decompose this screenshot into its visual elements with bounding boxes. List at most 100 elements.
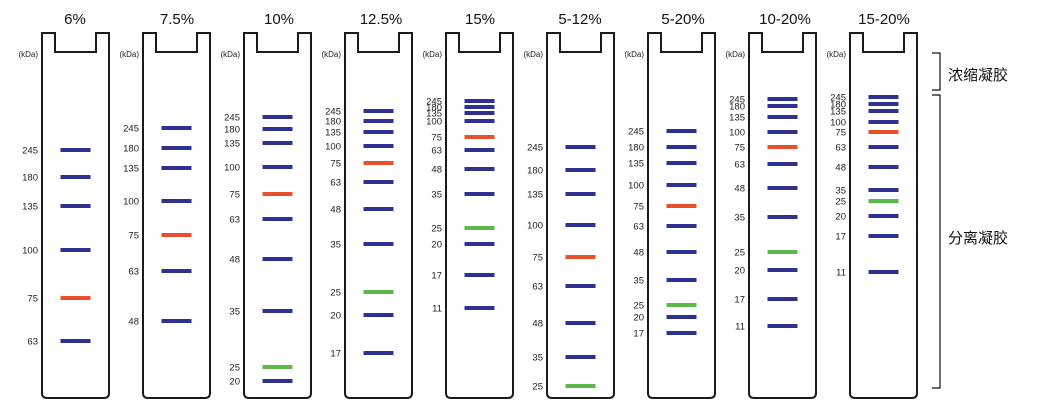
marker-band	[868, 120, 899, 124]
marker-band	[363, 130, 394, 134]
marker-band	[666, 303, 697, 307]
marker-band	[767, 145, 798, 149]
kda-unit-label: (kDa)	[321, 50, 341, 59]
band-size-label: 100	[123, 197, 139, 208]
marker-band	[868, 234, 899, 238]
band-size-label: 100	[628, 181, 644, 192]
lane-title: 7.5%	[160, 11, 194, 28]
band-size-label: 63	[532, 282, 543, 293]
marker-band	[666, 250, 697, 254]
lane-outline	[849, 32, 918, 399]
band-size-label: 48	[633, 248, 644, 259]
band-size-label: 180	[22, 173, 38, 184]
band-size-label: 48	[532, 319, 543, 330]
stacking-gel-label: 浓缩凝胶	[948, 66, 1009, 84]
marker-band	[161, 166, 192, 170]
marker-band	[60, 248, 91, 252]
marker-band	[868, 214, 899, 218]
marker-band	[262, 192, 293, 196]
band-size-label: 11	[432, 304, 442, 315]
band-size-label: 63	[27, 337, 38, 348]
marker-band	[565, 168, 596, 172]
marker-band	[363, 313, 394, 317]
marker-band	[464, 135, 495, 139]
marker-band	[767, 297, 798, 301]
band-size-label: 35	[734, 213, 745, 224]
marker-band	[161, 199, 192, 203]
band-size-label: 245	[527, 143, 543, 154]
band-size-label: 20	[431, 240, 442, 251]
band-size-label: 180	[628, 143, 644, 154]
band-size-label: 17	[330, 349, 341, 360]
lane-outline	[445, 32, 514, 399]
marker-band	[666, 183, 697, 187]
marker-band	[767, 186, 798, 190]
lane-title: 15-20%	[858, 11, 910, 28]
marker-band	[666, 331, 697, 335]
kda-unit-label: (kDa)	[422, 50, 442, 59]
kda-unit-label: (kDa)	[18, 50, 38, 59]
band-size-label: 135	[22, 202, 38, 213]
marker-band	[666, 204, 697, 208]
band-size-label: 75	[633, 202, 644, 213]
lane-outline	[142, 32, 211, 399]
marker-band	[565, 384, 596, 388]
marker-band	[565, 255, 596, 259]
marker-band	[464, 242, 495, 246]
marker-band	[262, 165, 293, 169]
band-size-label: 135	[527, 190, 543, 201]
band-size-label: 135	[123, 164, 139, 175]
marker-band	[161, 126, 192, 130]
marker-band	[262, 379, 293, 383]
marker-band	[363, 290, 394, 294]
band-size-label: 75	[835, 128, 846, 139]
band-size-label: 20	[734, 266, 745, 277]
marker-band	[262, 257, 293, 261]
marker-band	[363, 109, 394, 113]
marker-band	[363, 119, 394, 123]
marker-band	[363, 351, 394, 355]
marker-band	[262, 115, 293, 119]
marker-band	[464, 111, 495, 115]
band-size-label: 20	[633, 313, 644, 324]
band-size-label: 35	[835, 186, 846, 197]
kda-unit-label: (kDa)	[725, 50, 745, 59]
lane-title: 5-20%	[661, 11, 704, 28]
band-size-label: 100	[426, 117, 442, 128]
marker-band	[464, 105, 495, 109]
lane-outline	[748, 32, 817, 399]
marker-band	[767, 250, 798, 254]
kda-unit-label: (kDa)	[220, 50, 240, 59]
marker-band	[565, 284, 596, 288]
lane-title: 10-20%	[759, 11, 811, 28]
band-size-label: 135	[426, 109, 442, 120]
band-size-label: 245	[325, 107, 341, 118]
marker-band	[868, 199, 899, 203]
band-size-label: 75	[734, 143, 745, 154]
band-size-label: 245	[729, 95, 745, 106]
marker-band	[363, 144, 394, 148]
marker-band	[767, 324, 798, 328]
band-size-label: 245	[224, 113, 240, 124]
band-size-label: 100	[224, 163, 240, 174]
band-size-label: 35	[431, 190, 442, 201]
marker-band	[464, 148, 495, 152]
marker-band	[868, 270, 899, 274]
marker-band	[565, 321, 596, 325]
band-size-label: 17	[835, 232, 846, 243]
band-size-label: 35	[633, 276, 644, 287]
marker-band	[868, 145, 899, 149]
band-size-label: 11	[836, 268, 846, 279]
kda-unit-label: (kDa)	[523, 50, 543, 59]
band-size-label: 100	[729, 128, 745, 139]
marker-band	[565, 145, 596, 149]
lane-title: 6%	[64, 11, 86, 28]
band-size-label: 35	[330, 240, 341, 251]
marker-band	[363, 207, 394, 211]
band-size-label: 100	[527, 221, 543, 232]
marker-band	[161, 269, 192, 273]
lane-outline	[41, 32, 110, 399]
marker-band	[464, 306, 495, 310]
marker-band	[868, 165, 899, 169]
lane-title: 10%	[264, 11, 294, 28]
